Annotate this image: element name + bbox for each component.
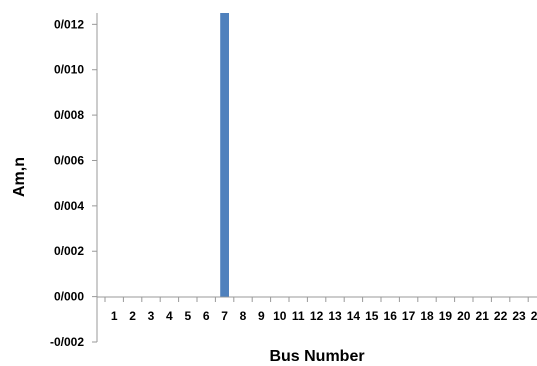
x-tick-label: 20	[457, 309, 471, 323]
x-tick-label: 13	[328, 309, 342, 323]
y-tick-label: 0/000	[54, 290, 84, 304]
x-tick-label: 3	[148, 309, 155, 323]
x-tick-label: 22	[494, 309, 508, 323]
y-tick-label: 0/012	[54, 17, 84, 31]
bar-7	[220, 13, 229, 297]
bars	[220, 13, 229, 297]
y-tick-label: 0/004	[54, 199, 84, 213]
y-tick-label: -0/002	[50, 335, 84, 349]
x-tick-label: 24	[531, 309, 537, 323]
x-tick-label: 8	[240, 309, 247, 323]
x-tick-label: 15	[365, 309, 379, 323]
y-axis-label: Am,n	[11, 157, 28, 197]
x-tick-label: 6	[203, 309, 210, 323]
x-tick-label: 1	[111, 309, 118, 323]
x-tick-label: 21	[476, 309, 490, 323]
x-tick-label: 11	[292, 309, 305, 323]
x-tick-label: 17	[402, 309, 416, 323]
x-tick-label: 19	[439, 309, 453, 323]
y-tick-label: 0/002	[54, 244, 84, 258]
x-tick-label: 12	[310, 309, 324, 323]
x-axis-label: Bus Number	[269, 348, 364, 365]
x-tick-label: 23	[512, 309, 526, 323]
x-tick-label: 10	[273, 309, 287, 323]
x-tick-label: 7	[221, 309, 228, 323]
x-tick-label: 16	[384, 309, 398, 323]
y-tick-label: 0/010	[54, 63, 84, 77]
x-tick-label: 4	[166, 309, 173, 323]
x-tick-label: 9	[258, 309, 265, 323]
x-tick-label: 5	[184, 309, 191, 323]
y-tick-label: 0/008	[54, 108, 84, 122]
x-tick-label: 2	[129, 309, 136, 323]
x-tick-label: 14	[347, 309, 361, 323]
y-tick-label: 0/006	[54, 153, 84, 167]
x-axis: 123456789101112131415161718192021222324	[97, 296, 537, 323]
y-axis: -0/002 0/000 0/002 0/004 0/006 0/008 0/010 0/01…	[50, 13, 98, 349]
x-tick-label: 18	[420, 309, 434, 323]
